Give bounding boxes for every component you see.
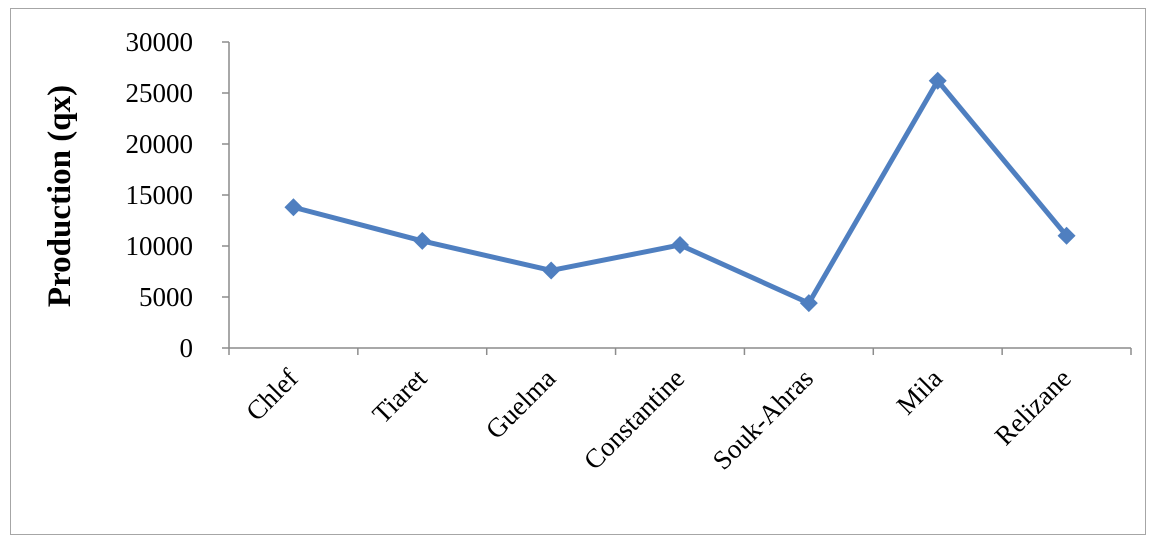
series-line [290, 78, 1070, 306]
y-tick-label: 5000 [139, 282, 193, 312]
y-tick-label: 0 [180, 333, 194, 363]
x-category-label: Guelma [480, 363, 562, 445]
y-axis-ticks: 0 5000 10000 15000 20000 25000 30000 [126, 27, 229, 363]
data-point-marker [1057, 226, 1076, 245]
data-point-marker [284, 198, 303, 217]
x-category-label: Mila [891, 363, 948, 420]
y-tick-label: 20000 [126, 129, 194, 159]
x-category-label: Tiaret [366, 363, 432, 429]
y-tick-label: 15000 [126, 180, 194, 210]
x-category-label: Constantine [578, 363, 690, 475]
y-tick-label: 10000 [126, 231, 194, 261]
data-point-marker [542, 261, 561, 280]
series-layer [284, 71, 1076, 313]
x-axis-ticks: Chlef Tiaret Guelma Constantine Souk-Ahras Mi… [228, 348, 1132, 475]
data-point-marker [799, 294, 818, 313]
data-point-marker [671, 235, 689, 254]
x-category-label: Chlef [240, 363, 304, 427]
x-category-label: Relizane [989, 363, 1077, 451]
y-axis-title: Production (qx) [42, 85, 78, 307]
chart-frame [10, 8, 1146, 535]
axes [228, 42, 1131, 349]
y-tick-label: 25000 [126, 78, 194, 108]
x-category-label: Souk-Ahras [707, 363, 819, 475]
data-point-marker [928, 71, 947, 90]
y-tick-label: 30000 [126, 27, 194, 57]
data-point-marker [413, 231, 432, 250]
